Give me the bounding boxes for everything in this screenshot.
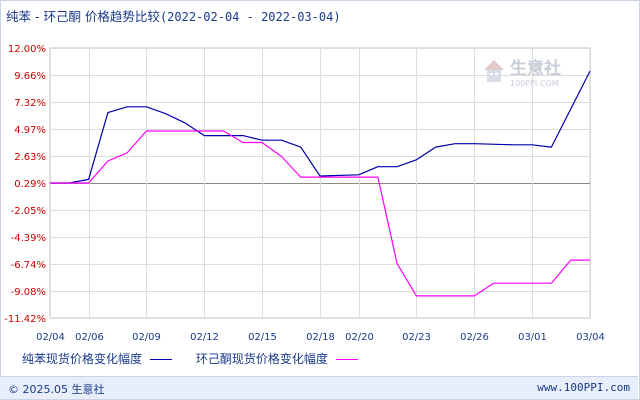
y-tick-label: -9.08% — [11, 287, 46, 298]
y-tick-label: 4.97% — [14, 125, 46, 136]
y-tick-label: 9.66% — [14, 71, 46, 82]
grid — [49, 47, 591, 319]
legend-swatch-cyclohexanone — [335, 359, 358, 360]
x-axis-labels: 02/04 02/06 02/09 02/12 02/15 02/18 02/20 02/23… — [36, 332, 605, 343]
x-tick-label: 02/06 — [75, 332, 104, 343]
footer: © 2025.05 生意社 www.100PPI.com — [0, 376, 638, 399]
y-tick-label: -11.42% — [4, 314, 46, 325]
y-tick-label: -4.39% — [11, 233, 46, 244]
series-line-cyclohexanone — [50, 130, 590, 297]
x-tick-label: 02/04 — [36, 332, 65, 343]
chart-title-range: (2022-02-04 - 2022-03-04) — [159, 10, 341, 24]
series-lines — [50, 70, 591, 297]
y-tick-label: 2.63% — [14, 152, 46, 163]
x-tick-label: 02/26 — [460, 332, 489, 343]
legend-swatch-benzene — [150, 359, 173, 360]
footer-site-link[interactable]: www.100PPI.com — [537, 381, 630, 394]
legend-label-cyclohexanone: 环己酮现货价格变化幅度 — [195, 352, 328, 366]
x-tick-label: 02/12 — [190, 332, 219, 343]
chart-title-main: 纯苯 - 环己酮 价格趋势比较 — [6, 9, 160, 24]
legend: 纯苯现货价格变化幅度 环己酮现货价格变化幅度 — [22, 350, 378, 367]
y-tick-label: 0.29% — [14, 179, 46, 190]
y-tick-label: -6.74% — [11, 260, 46, 271]
x-tick-label: 03/01 — [518, 332, 547, 343]
x-tick-label: 02/09 — [132, 332, 161, 343]
x-tick-label: 02/23 — [402, 332, 431, 343]
legend-item-benzene: 纯苯现货价格变化幅度 — [22, 350, 173, 367]
x-tick-label: 02/15 — [248, 332, 277, 343]
y-axis-labels: 12.00% 9.66% 7.32% 4.97% 2.63% 0.29% -2.05% -4.… — [4, 44, 46, 325]
legend-item-cyclohexanone: 环己酮现货价格变化幅度 — [196, 350, 358, 367]
watermark-name: 生意社 — [510, 58, 561, 79]
y-tick-label: 12.00% — [8, 44, 46, 55]
legend-label-benzene: 纯苯现货价格变化幅度 — [22, 352, 143, 366]
watermark-url: 100PPI.COM — [510, 79, 559, 88]
y-tick-label: -2.05% — [11, 206, 46, 217]
series-line-benzene — [50, 70, 591, 184]
x-tick-label: 02/20 — [345, 332, 374, 343]
x-tick-label: 02/18 — [306, 332, 335, 343]
y-tick-label: 7.32% — [14, 98, 46, 109]
chart-title: 纯苯 - 环己酮 价格趋势比较(2022-02-04 - 2022-03-04) — [6, 6, 341, 25]
watermark-logo: 生意社 100PPI.COM — [484, 58, 561, 88]
footer-copyright: © 2025.05 生意社 — [8, 383, 105, 396]
x-tick-label: 03/04 — [576, 332, 605, 343]
